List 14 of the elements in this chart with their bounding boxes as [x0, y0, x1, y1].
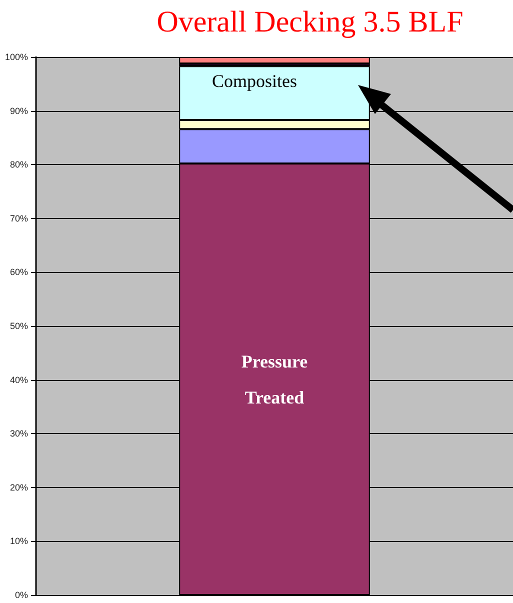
- y-tick-label: 30%: [10, 428, 28, 439]
- series-label: Composites: [212, 71, 298, 92]
- y-tick-label: 100%: [4, 52, 28, 62]
- y-tick-label: 20%: [10, 482, 28, 492]
- y-tick-label: 70%: [10, 213, 28, 224]
- y-tick-label: 60%: [10, 267, 28, 278]
- y-tick-label: 10%: [10, 536, 28, 546]
- y-tick-label: 40%: [10, 374, 28, 385]
- y-tick-label: 90%: [10, 106, 28, 116]
- y-tick-label: 50%: [10, 321, 28, 331]
- series-label: Pressure Treated: [241, 351, 308, 408]
- y-tick-label: 0%: [14, 590, 28, 600]
- y-tick-label: 80%: [10, 160, 28, 170]
- chart-title: Overall Decking 3.5 BLF: [156, 6, 464, 38]
